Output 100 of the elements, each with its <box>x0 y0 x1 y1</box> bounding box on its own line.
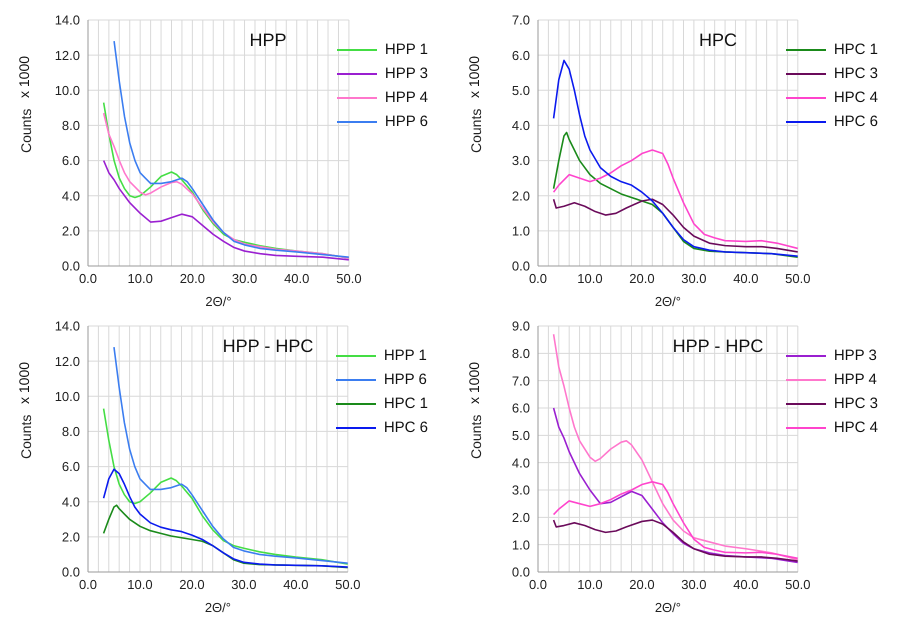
line-series <box>552 149 798 250</box>
y-tick-label: 0.0 <box>62 258 80 274</box>
y-tick-label: 0.0 <box>512 258 530 274</box>
line-series <box>552 519 798 562</box>
y-tick-label: 0.0 <box>512 564 530 580</box>
x-tick-label: 50.0 <box>335 577 360 592</box>
y-tick-label: 4.0 <box>62 494 80 510</box>
legend-label: HPC 4 <box>834 418 878 438</box>
legend-label: HPP 4 <box>384 88 428 108</box>
y-tick-label: 5.0 <box>512 428 530 443</box>
legend-label: HPC 3 <box>834 64 878 84</box>
y-axis-title: Counts <box>18 414 34 459</box>
y-tick-label: 2.0 <box>512 188 530 204</box>
legend-label: HPP 3 <box>384 64 428 84</box>
legend-label: HPC 1 <box>384 394 428 414</box>
y-tick-label: 5.0 <box>512 82 530 98</box>
legend-label: HPP 1 <box>384 40 428 60</box>
x-tick-label: 0.0 <box>78 271 98 286</box>
y-tick-label: 14.0 <box>54 318 80 334</box>
line-series <box>102 160 349 261</box>
line-series <box>552 333 798 560</box>
y-tick-label: 6.0 <box>62 153 80 168</box>
y-axis-title: Counts <box>468 414 484 459</box>
y-tick-label: 2.0 <box>62 529 80 544</box>
y-tick-label: 3.0 <box>512 482 530 498</box>
line-series <box>552 198 798 253</box>
y-tick-label: 8.0 <box>62 118 80 134</box>
line-series <box>102 408 348 565</box>
legend-label: HPC 3 <box>834 394 878 414</box>
legend-label: HPC 6 <box>834 112 878 132</box>
legend-label: HPC 6 <box>384 418 428 438</box>
legend-label: HPP 1 <box>384 346 427 366</box>
y-tick-label: 0.0 <box>62 564 80 580</box>
text: x 1000 <box>16 362 32 404</box>
y-tick-label: 7.0 <box>512 373 530 388</box>
x-tick-label: 30.0 <box>681 577 707 592</box>
y-tick-label: 8.0 <box>62 424 80 440</box>
y-tick-label: 1.0 <box>512 223 530 238</box>
x-tick-label: 50.0 <box>785 577 810 592</box>
x-tick-label: 40.0 <box>733 577 759 592</box>
legend-label: HPP 3 <box>834 346 877 366</box>
x-tick-label: 20.0 <box>179 577 205 592</box>
x-tick-label: 20.0 <box>629 577 655 592</box>
x-tick-label: 30.0 <box>231 577 257 592</box>
y-tick-label: 6.0 <box>62 459 80 474</box>
text: x 1000 <box>466 362 482 404</box>
legend-label: HPP 6 <box>384 370 427 390</box>
y-tick-label: 10.0 <box>54 388 80 404</box>
y-tick-label: 1.0 <box>512 537 530 552</box>
line-series <box>552 481 798 560</box>
x-tick-label: 10.0 <box>127 577 153 592</box>
y-tick-label: 12.0 <box>54 48 80 63</box>
y-tick-label: 2.0 <box>512 510 530 525</box>
text: HPP - HPC <box>222 336 314 356</box>
x-tick-label: 30.0 <box>232 271 258 286</box>
y-tick-label: 7.0 <box>512 12 530 28</box>
legend-label: HPC 4 <box>834 88 878 108</box>
y-tick-label: 6.0 <box>512 48 530 63</box>
text: HPC <box>698 30 737 50</box>
legend-label: HPC 1 <box>834 40 878 60</box>
y-tick-label: 3.0 <box>512 153 530 168</box>
y-tick-label: 9.0 <box>512 318 530 334</box>
text: x 1000 <box>16 56 32 98</box>
x-axis-title: 2Θ/° <box>654 294 681 309</box>
x-tick-label: 20.0 <box>180 271 206 286</box>
x-tick-label: 30.0 <box>681 271 707 286</box>
x-axis-title: 2Θ/° <box>204 600 231 615</box>
y-tick-label: 4.0 <box>62 188 80 204</box>
x-tick-label: 40.0 <box>733 271 759 286</box>
y-tick-label: 4.0 <box>512 118 530 134</box>
line-series <box>552 60 798 257</box>
x-tick-label: 50.0 <box>785 271 810 286</box>
x-tick-label: 10.0 <box>128 271 153 286</box>
y-tick-label: 10.0 <box>54 82 80 98</box>
x-tick-label: 10.0 <box>577 577 603 592</box>
x-tick-label: 20.0 <box>629 271 655 286</box>
x-tick-label: 0.0 <box>528 577 548 592</box>
y-axis-title: Counts <box>468 108 484 153</box>
x-axis-title: 2Θ/° <box>654 600 681 615</box>
text: x 1000 <box>466 56 482 98</box>
text: HPP - HPC <box>672 336 764 356</box>
text: HPP <box>249 30 286 50</box>
y-tick-label: 14.0 <box>54 12 80 28</box>
y-axis-title: Counts <box>18 108 34 153</box>
legend-label: HPP 6 <box>384 112 428 132</box>
legend-label: HPP 4 <box>834 370 877 390</box>
y-tick-label: 6.0 <box>512 400 530 416</box>
x-axis-title: 2Θ/° <box>205 294 232 309</box>
x-tick-label: 40.0 <box>283 577 309 592</box>
x-tick-label: 50.0 <box>336 271 362 286</box>
line-series <box>552 407 798 564</box>
y-tick-label: 12.0 <box>54 354 80 369</box>
y-tick-label: 2.0 <box>62 223 80 238</box>
x-tick-label: 0.0 <box>528 271 548 286</box>
x-tick-label: 40.0 <box>284 271 310 286</box>
y-tick-label: 8.0 <box>512 346 530 361</box>
x-tick-label: 10.0 <box>577 271 603 286</box>
line-series <box>102 468 348 568</box>
x-tick-label: 0.0 <box>78 577 98 592</box>
y-tick-label: 4.0 <box>512 455 530 470</box>
